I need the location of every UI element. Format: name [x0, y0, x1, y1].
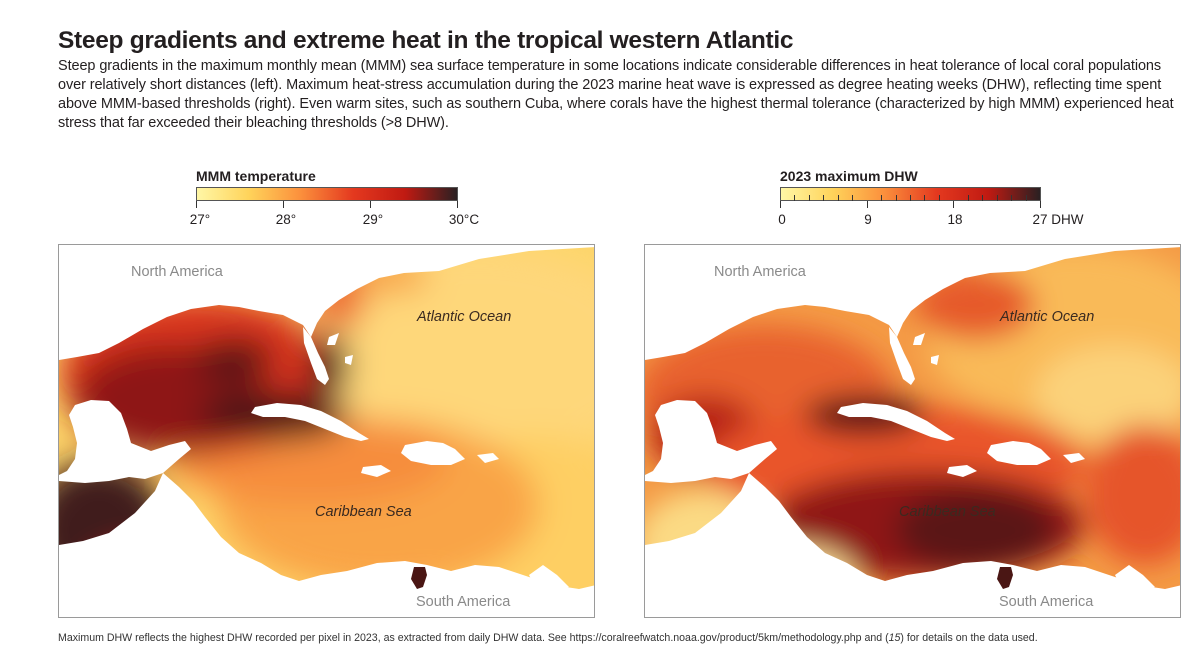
dhw-tick-label: 0 — [778, 212, 786, 227]
dhw-minor-tick — [794, 195, 796, 201]
dhw-tick — [1040, 201, 1041, 208]
dhw-minor-tick — [910, 195, 911, 201]
dhw-minor-tick — [996, 195, 998, 201]
dhw-map — [645, 245, 1180, 617]
dhw-legend-title: 2023 maximum DHW — [780, 168, 918, 184]
dhw-map-panel: North America Atlantic Ocean Caribbean S… — [644, 244, 1181, 618]
dhw-minor-tick — [808, 195, 810, 201]
dhw-tick — [953, 201, 955, 208]
mmm-map-panel: North America Atlantic Ocean Caribbean S… — [58, 244, 595, 618]
dhw-land — [645, 245, 1180, 617]
mmm-map — [59, 245, 594, 617]
dhw-minor-tick — [881, 195, 883, 201]
dhw-minor-tick — [924, 195, 926, 201]
dhw-minor-tick — [1011, 195, 1013, 201]
dhw-minor-tick — [982, 195, 984, 201]
dhw-label-south-america: South America — [999, 594, 1094, 610]
dhw-minor-tick — [967, 195, 969, 201]
footnote-reference: 15 — [888, 632, 901, 644]
figure-title: Steep gradients and extreme heat in the … — [58, 27, 794, 54]
footnote-text-end: ) for details on the data used. — [900, 632, 1038, 644]
dhw-lake-maracaibo — [997, 567, 1013, 589]
mmm-tick-label: 30°C — [448, 212, 480, 227]
dhw-minor-tick — [852, 195, 854, 201]
dhw-tick-label: 9 — [864, 212, 872, 227]
dhw-tick — [866, 201, 868, 208]
dhw-label-caribbean-sea: Caribbean Sea — [899, 504, 996, 520]
mmm-tick-label: 27° — [189, 212, 211, 227]
mmm-land — [59, 245, 594, 617]
mmm-label-caribbean-sea: Caribbean Sea — [315, 504, 412, 520]
mmm-tick-label: 28° — [275, 212, 297, 227]
dhw-label-atlantic-ocean: Atlantic Ocean — [1000, 309, 1095, 325]
dhw-minor-tick — [895, 195, 897, 201]
mmm-label-south-america: South America — [416, 594, 511, 610]
mmm-land-detail — [529, 565, 569, 593]
dhw-label-north-america: North America — [714, 264, 806, 280]
mmm-tick — [457, 201, 458, 208]
dhw-minor-tick — [837, 195, 839, 201]
dhw-land-detail — [1115, 565, 1155, 593]
dhw-minor-tick — [1025, 195, 1027, 201]
mmm-label-atlantic-ocean: Atlantic Ocean — [417, 309, 512, 325]
dhw-minor-tick — [823, 195, 825, 201]
mmm-legend-title: MMM temperature — [196, 168, 316, 184]
mmm-tick — [283, 201, 284, 208]
mmm-label-north-america: North America — [131, 264, 223, 280]
footnote-text: Maximum DHW reflects the highest DHW rec… — [58, 632, 889, 644]
mmm-color-bar — [196, 187, 458, 201]
dhw-tick — [780, 201, 781, 208]
dhw-tick-label: 18 — [947, 212, 963, 227]
mmm-tick-label: 29° — [362, 212, 384, 227]
mmm-tick — [196, 201, 197, 208]
mmm-lake-maracaibo — [411, 567, 427, 589]
footnote: Maximum DHW reflects the highest DHW rec… — [58, 632, 1038, 644]
figure-description: Steep gradients in the maximum monthly m… — [58, 58, 1174, 131]
dhw-minor-tick — [938, 195, 940, 201]
mmm-tick — [370, 201, 371, 208]
dhw-tick-label: 27 DHW — [1032, 212, 1084, 227]
